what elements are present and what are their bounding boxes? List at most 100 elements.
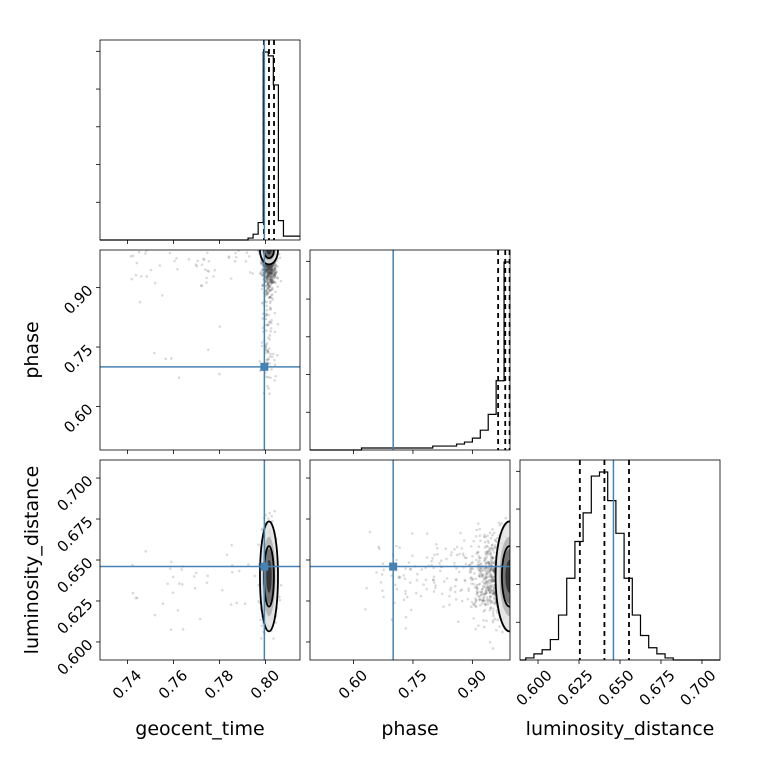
- sample-point: [261, 284, 264, 288]
- sample-point: [485, 591, 489, 595]
- sample-point: [269, 270, 272, 274]
- sample-point: [472, 582, 475, 586]
- sample-point: [474, 605, 478, 608]
- sample-point: [175, 256, 178, 260]
- sample-point: [265, 264, 268, 268]
- x-tick-label-luminosity_distance: 0.625: [554, 666, 597, 709]
- sample-point: [268, 278, 271, 282]
- sample-point: [135, 596, 139, 600]
- sample-point: [266, 351, 270, 354]
- sample-point: [484, 577, 488, 580]
- sample-point: [218, 325, 222, 328]
- sample-point: [458, 570, 461, 574]
- sample-point: [397, 576, 401, 580]
- sample-point: [266, 274, 270, 277]
- sample-point: [268, 276, 272, 280]
- sample-point: [476, 563, 480, 567]
- sample-point: [265, 285, 268, 288]
- sample-point: [467, 589, 470, 592]
- sample-point: [425, 532, 429, 535]
- sample-point: [484, 551, 487, 554]
- sample-point: [266, 273, 270, 277]
- sample-point: [489, 599, 493, 603]
- sample-point: [489, 596, 492, 599]
- sample-point: [364, 608, 367, 611]
- sample-point: [492, 531, 496, 535]
- sample-point: [460, 588, 464, 591]
- sample-point: [218, 372, 221, 376]
- sample-point: [481, 587, 484, 591]
- sample-point: [491, 561, 494, 565]
- sample-point: [260, 262, 263, 266]
- sample-point: [472, 617, 475, 620]
- sample-point: [491, 577, 495, 581]
- sample-point: [271, 264, 275, 267]
- sample-point: [483, 569, 487, 573]
- sample-point: [271, 281, 274, 284]
- sample-point: [490, 555, 494, 559]
- sample-point: [267, 387, 270, 390]
- sample-point: [270, 272, 273, 275]
- sample-point: [267, 274, 271, 277]
- sample-point: [269, 275, 273, 278]
- sample-point: [180, 583, 184, 586]
- sample-point: [468, 568, 472, 572]
- sample-point: [265, 279, 269, 282]
- sample-point: [470, 562, 473, 565]
- sample-point: [484, 535, 487, 539]
- sample-point: [270, 272, 273, 275]
- sample-point: [260, 344, 264, 348]
- sample-point: [490, 556, 493, 559]
- sample-point: [269, 280, 272, 284]
- sample-point: [487, 586, 490, 590]
- sample-point: [488, 563, 492, 567]
- sample-point: [497, 521, 501, 525]
- sample-point: [258, 272, 262, 275]
- sample-point: [270, 265, 273, 269]
- x-tick-label-geocent_time: 0.74: [109, 666, 145, 702]
- sample-point: [269, 293, 273, 297]
- sample-point: [493, 546, 497, 549]
- sample-point: [269, 264, 273, 268]
- sample-point: [273, 274, 277, 278]
- sample-point: [270, 288, 273, 292]
- sample-point: [491, 609, 495, 613]
- sample-point: [498, 523, 502, 527]
- sample-point: [414, 591, 418, 595]
- sample-point: [432, 575, 436, 578]
- sample-point: [479, 539, 482, 542]
- sample-point: [268, 271, 271, 275]
- sample-point: [164, 357, 167, 361]
- truth-marker-geocent_time-phase: [260, 362, 269, 371]
- sample-point: [486, 600, 489, 603]
- sample-point: [484, 561, 488, 565]
- sample-point: [267, 265, 270, 268]
- sample-point: [230, 543, 233, 547]
- sample-point: [471, 602, 475, 606]
- sample-point: [130, 277, 134, 281]
- sample-point: [419, 594, 423, 598]
- sample-point: [483, 582, 486, 586]
- sample-point: [487, 599, 490, 602]
- panel-frame-luminosity_distance: [519, 459, 721, 661]
- sample-point: [269, 272, 272, 276]
- sample-point: [485, 569, 488, 572]
- sample-point: [487, 562, 491, 566]
- sample-point: [271, 287, 275, 291]
- sample-point: [491, 647, 495, 650]
- sample-point: [265, 267, 268, 270]
- sample-point: [268, 285, 271, 289]
- sample-point: [482, 573, 485, 576]
- sample-point: [266, 270, 270, 274]
- sample-point: [139, 274, 143, 278]
- sample-point: [134, 596, 138, 600]
- sample-point: [488, 531, 492, 535]
- sample-point: [487, 575, 491, 578]
- sample-point: [205, 276, 209, 280]
- sample-point: [485, 571, 489, 575]
- sample-point: [266, 273, 270, 276]
- sample-point: [492, 596, 496, 600]
- sample-point: [270, 279, 273, 282]
- sample-point: [206, 269, 209, 273]
- y-tick-label-phase: 0.75: [60, 341, 96, 377]
